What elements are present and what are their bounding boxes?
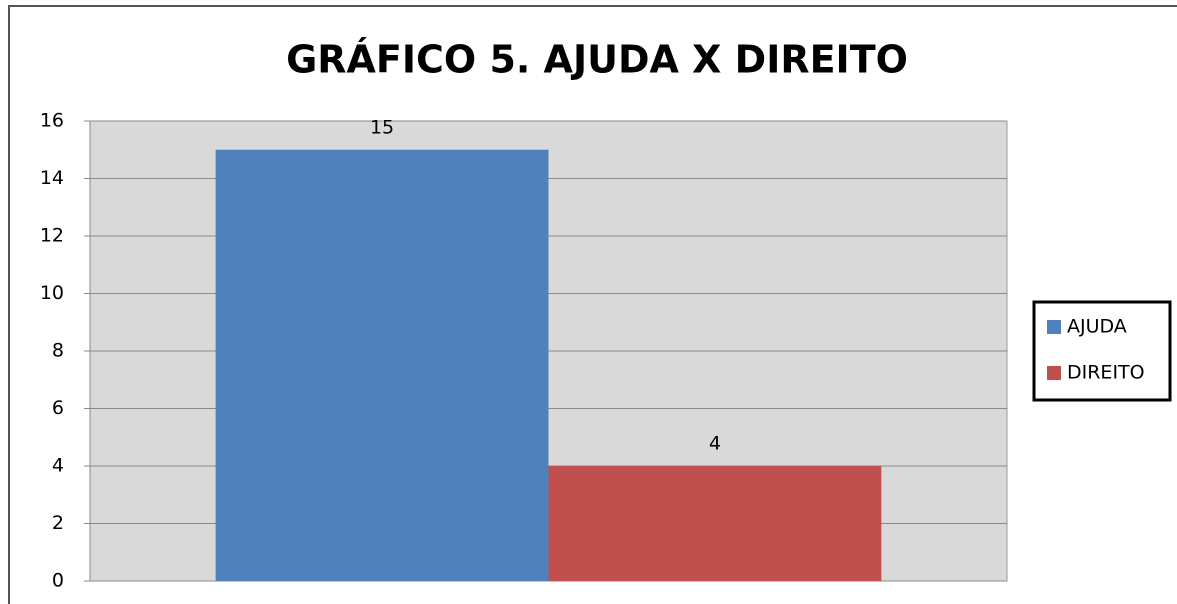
- y-tick-label: 16: [40, 110, 64, 132]
- y-tick-label: 2: [52, 512, 64, 534]
- legend-box: [1032, 300, 1172, 402]
- legend-swatch: [1047, 320, 1061, 334]
- y-tick-label: 8: [52, 340, 64, 362]
- chart-border: [8, 5, 1177, 604]
- y-tick-label: 4: [52, 455, 64, 477]
- legend-label: DIREITO: [1067, 362, 1145, 384]
- chart-title: GRÁFICO 5. AJUDA X DIREITO: [286, 38, 908, 82]
- bar: [215, 149, 549, 581]
- legend-label: AJUDA: [1067, 316, 1127, 338]
- legend-swatch: [1047, 366, 1061, 380]
- y-tick-label: 14: [40, 167, 64, 189]
- data-label: 15: [370, 116, 394, 138]
- y-tick-label: 10: [40, 282, 64, 304]
- y-tick-label: 6: [52, 397, 64, 419]
- y-tick-label: 12: [40, 225, 64, 247]
- bar: [548, 466, 882, 581]
- y-tick-label: 0: [52, 570, 64, 592]
- data-label: 4: [709, 433, 721, 455]
